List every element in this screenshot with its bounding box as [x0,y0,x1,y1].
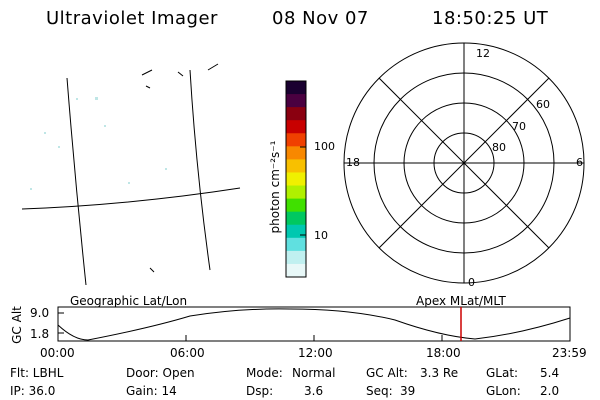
colorbar-band [286,146,306,160]
timeline-x-tick-0000: 00:00 [40,346,75,360]
colorbar-band [286,263,306,278]
seq-value: 39 [400,384,416,398]
lat-label-70: 70 [512,120,526,133]
colorbar-tick-100: 100 [314,140,335,153]
colorbar-band [286,250,306,265]
ip-status: IP: 36.0 [10,384,56,398]
mlt-label-12: 12 [476,47,490,60]
colorbar-band [286,237,306,252]
colorbar-tick-10: 10 [314,229,328,242]
colorbar-band [286,107,306,121]
colorbar-band [286,185,306,200]
gc-alt-label: GC Alt: [366,366,408,380]
door-status: Door: Open [126,366,195,380]
colorbar-band [286,172,306,187]
colorbar-band [286,133,306,147]
date-label: 08 Nov 07 [272,8,369,29]
timeline-left-label: Geographic Lat/Lon [70,294,188,308]
timeline-right-label: Apex MLat/MLT [416,294,506,308]
timeline-x-tick-0600: 06:00 [170,346,205,360]
colorbar-band [286,211,306,226]
colorbar-band [286,159,306,173]
filter-status: Flt: LBHL [10,366,64,380]
timeline-x-tick-1200: 12:00 [298,346,333,360]
mlt-label-0: 0 [468,276,475,289]
glon-value: 2.0 [540,384,560,398]
mlt-label-6: 6 [576,156,583,169]
seq-label: Seq: [366,384,393,398]
colorbar-band [286,120,306,134]
dsp-value: 3.6 [304,384,324,398]
timeline-x-tick-1800: 18:00 [426,346,461,360]
mlt-label-18: 18 [346,156,360,169]
dsp-label: Dsp: [246,384,274,398]
timeline-y-tick-1-8: 1.8 [30,327,50,341]
lat-label-80: 80 [492,141,506,154]
timeline-x-tick-2359: 23:59 [552,346,587,360]
time-label: 18:50:25 UT [432,8,549,29]
gc-alt-value: 3.3 Re [420,366,459,380]
glat-value: 5.4 [540,366,560,380]
mode-label: Mode: [246,366,283,380]
lat-label-60: 60 [536,98,550,111]
colorbar-band [286,94,306,108]
colorbar-band [286,81,306,95]
timeline-y-tick-9: 9.0 [30,306,50,320]
color-bar [285,80,307,278]
gain-status: Gain: 14 [126,384,177,398]
colorbar-band [286,198,306,213]
instrument-title: Ultraviolet Imager [46,8,218,29]
glat-label: GLat: [486,366,519,380]
glon-label: GLon: [486,384,521,398]
mode-value: Normal [292,366,336,380]
